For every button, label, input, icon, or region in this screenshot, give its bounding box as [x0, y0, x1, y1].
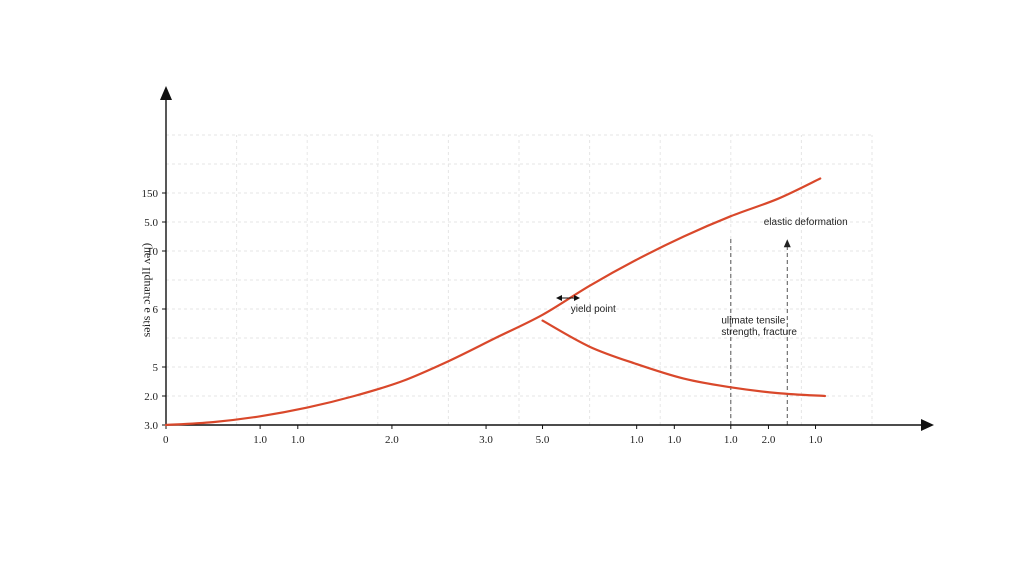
y-tick-label: 5 [153, 362, 159, 374]
y-tick-label: 5.0 [144, 217, 158, 229]
x-tick-label: 1.0 [630, 434, 644, 446]
x-axis-arrow [921, 419, 934, 431]
x-tick-label: 5.0 [536, 434, 550, 446]
x-tick-labels: 0 1.0 1.0 2.0 3.0 5.0 1.0 1.0 1.0 2.0 1.0 [163, 425, 823, 446]
y-tick-labels: 3.0 2.0 5 6 10 5.0 150 [142, 188, 166, 432]
reference-arrow [783, 239, 791, 248]
yield-point-arrow-left [556, 295, 562, 301]
series-line-1 [164, 177, 822, 427]
y-axis-label: sǝiʇs ǝ ɔʇɹɐuplI ʌǝɥ) [139, 243, 153, 337]
annotation-label: ulimate tensile [721, 316, 785, 327]
axes [160, 86, 934, 431]
x-tick-label: 2.0 [385, 434, 399, 446]
y-tick-label: 2.0 [144, 391, 158, 403]
y-tick-label: 150 [142, 188, 159, 200]
series-lines [164, 177, 827, 427]
x-tick-label: 0 [163, 434, 169, 446]
annotation-label: elastic deformation [764, 217, 848, 228]
x-tick-label: 3.0 [479, 434, 493, 446]
x-tick-label: 1.0 [809, 434, 823, 446]
grid [166, 134, 873, 426]
annotation-label: strength, fracture [721, 327, 797, 338]
y-tick-label: 10 [147, 246, 159, 258]
x-tick-label: 1.0 [253, 434, 267, 446]
yield-point-arrow-right [574, 295, 580, 301]
x-tick-label: 2.0 [762, 434, 776, 446]
annotation-label: yield point [571, 304, 616, 315]
x-tick-label: 1.0 [291, 434, 305, 446]
series-line-2 [541, 319, 827, 398]
x-tick-label: 1.0 [667, 434, 681, 446]
y-tick-label: 3.0 [144, 420, 158, 432]
y-tick-label: 6 [153, 304, 159, 316]
y-axis-arrow [160, 86, 172, 100]
x-tick-label: 1.0 [724, 434, 738, 446]
reference-lines [730, 236, 791, 425]
